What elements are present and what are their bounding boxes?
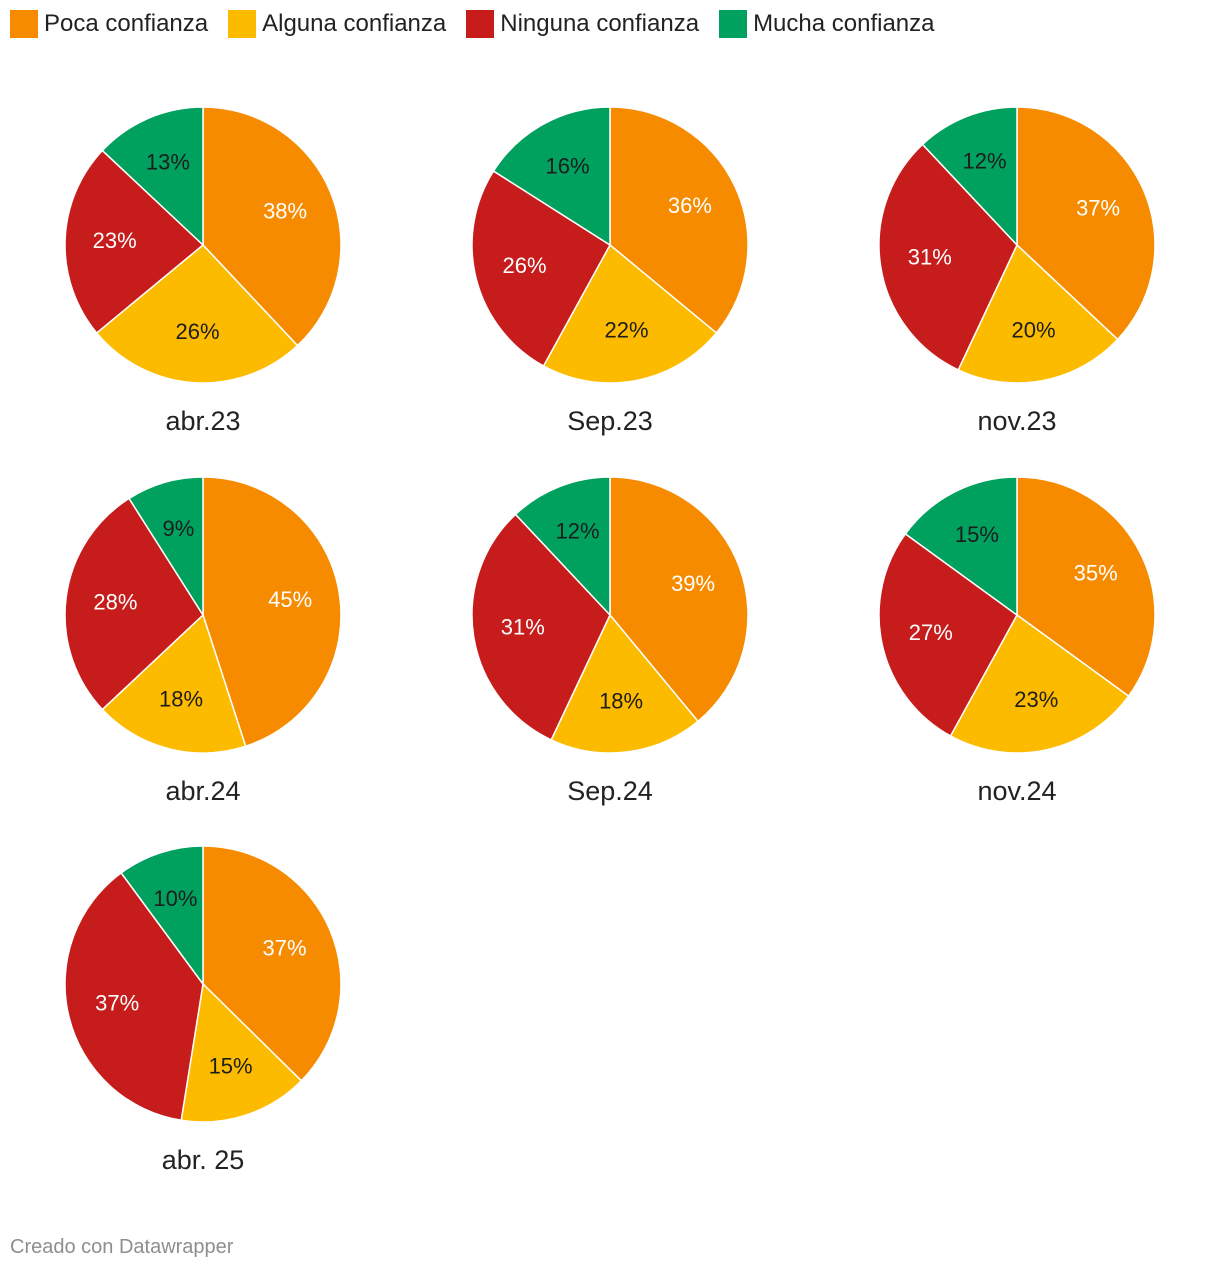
pie-2-label-1: 36% [668,193,712,218]
pie-2-title: Sep.23 [567,406,653,436]
pie-4-slice-4 [128,476,204,618]
pie-chart-grid: 38% 26% 23% 13% abr.23 36% 22% 26% 16% Sep.23 37% 2… [64,106,1156,1175]
pie-7-slice-2 [180,982,303,1123]
legend: Poca confianza Alguna confianza Ninguna … [10,10,955,38]
pie-2-slice-4 [492,106,611,247]
pie-6-label-3: 27% [909,620,953,645]
pie-1-label-3: 23% [93,228,137,253]
pie-3-slice-3 [878,143,1018,371]
pie-3-label-4: 12% [962,149,1006,174]
pie-1-slice-3 [64,149,205,335]
pie-4-slice-2 [101,613,247,754]
legend-swatch-alguna [228,10,257,38]
pie-5-title: Sep.24 [567,776,653,806]
pie-4-slice-3 [64,497,204,711]
pie-4-label-3: 28% [93,590,137,615]
pie-6-label-4: 15% [955,522,999,547]
legend-item-ninguna: Ninguna confianza [466,10,699,38]
pie-6-title: nov.24 [977,776,1056,806]
pie-3-title: nov.23 [977,406,1056,436]
pie-5-label-4: 12% [555,519,599,544]
pie-7-title: abr. 25 [162,1145,245,1175]
pie-6-label-2: 23% [1014,687,1058,712]
pie-2-slice-3 [471,170,611,367]
pie-7-slice-1 [202,845,342,1082]
pie-7-slice-4 [120,845,204,987]
pie-4-label-4: 9% [163,516,195,541]
pie-1-label-4: 13% [146,150,190,175]
pie-6: 35% 23% 27% 15% nov.24 [878,476,1156,806]
pie-2: 36% 22% 26% 16% Sep.23 [471,106,749,436]
pie-5-slice-3 [471,513,611,741]
pie-3-label-2: 20% [1011,318,1055,343]
pie-2-slice-1 [609,106,749,335]
pie-3-slice-4 [921,106,1018,247]
pie-2-slice-2 [542,243,718,384]
pie-5-slice-1 [609,476,749,723]
pie-5-label-2: 18% [599,688,643,713]
legend-item-alguna: Alguna confianza [228,10,446,38]
legend-label-mucha: Mucha confianza [753,10,935,37]
pie-1: 38% 26% 23% 13% abr.23 [64,106,342,436]
pie-5-slice-4 [514,476,611,617]
pie-6-slice-3 [878,532,1018,737]
legend-label-alguna: Alguna confianza [262,10,447,37]
pie-5-label-1: 39% [671,571,715,596]
pie-1-label-2: 26% [175,319,219,344]
pie-7-label-3: 37% [95,991,139,1016]
pie-4-label-2: 18% [159,686,203,711]
legend-swatch-mucha [719,10,748,38]
legend-label-poca: Poca confianza [44,10,209,37]
pie-7-label-2: 15% [209,1054,253,1079]
pie-3-label-1: 37% [1076,196,1120,221]
pie-3: 37% 20% 31% 12% nov.23 [878,106,1156,436]
pie-2-label-4: 16% [545,153,589,178]
pie-3-slice-2 [957,243,1119,384]
pie-3-label-3: 31% [908,245,952,270]
pie-2-label-3: 26% [502,253,546,278]
pie-5-label-3: 31% [501,615,545,640]
legend-item-mucha: Mucha confianza [719,10,935,38]
pie-5: 39% 18% 31% 12% Sep.24 [471,476,749,806]
pie-5-slice-2 [550,613,700,754]
pie-4: 45% 18% 28% 9% abr.24 [64,476,342,806]
pie-4-title: abr.24 [165,776,240,806]
legend-item-poca: Poca confianza [10,10,208,38]
footer-credit: Creado con Datawrapper [10,1236,234,1258]
pie-2-label-2: 22% [604,318,648,343]
pie-4-label-1: 45% [268,587,312,612]
pie-6-label-1: 35% [1074,561,1118,586]
pie-4-slice-1 [202,476,342,748]
pie-6-slice-4 [904,476,1018,617]
legend-swatch-ninguna [466,10,495,38]
pie-3-slice-1 [1016,106,1156,341]
legend-swatch-poca [10,10,38,38]
pie-6-slice-1 [1016,476,1156,698]
pie-1-slice-4 [101,106,204,247]
pie-7-label-1: 37% [262,936,306,961]
pie-7-label-4: 10% [153,886,197,911]
pie-1-title: abr.23 [165,406,240,436]
pie-1-slice-2 [95,243,299,384]
pie-7-slice-3 [64,871,204,1122]
pie-7: 37% 15% 37% 10% abr. 25 [64,845,342,1175]
pie-1-slice-1 [202,106,342,347]
legend-label-ninguna: Ninguna confianza [500,10,700,37]
pie-6-slice-2 [949,613,1130,754]
pie-1-label-1: 38% [263,198,307,223]
